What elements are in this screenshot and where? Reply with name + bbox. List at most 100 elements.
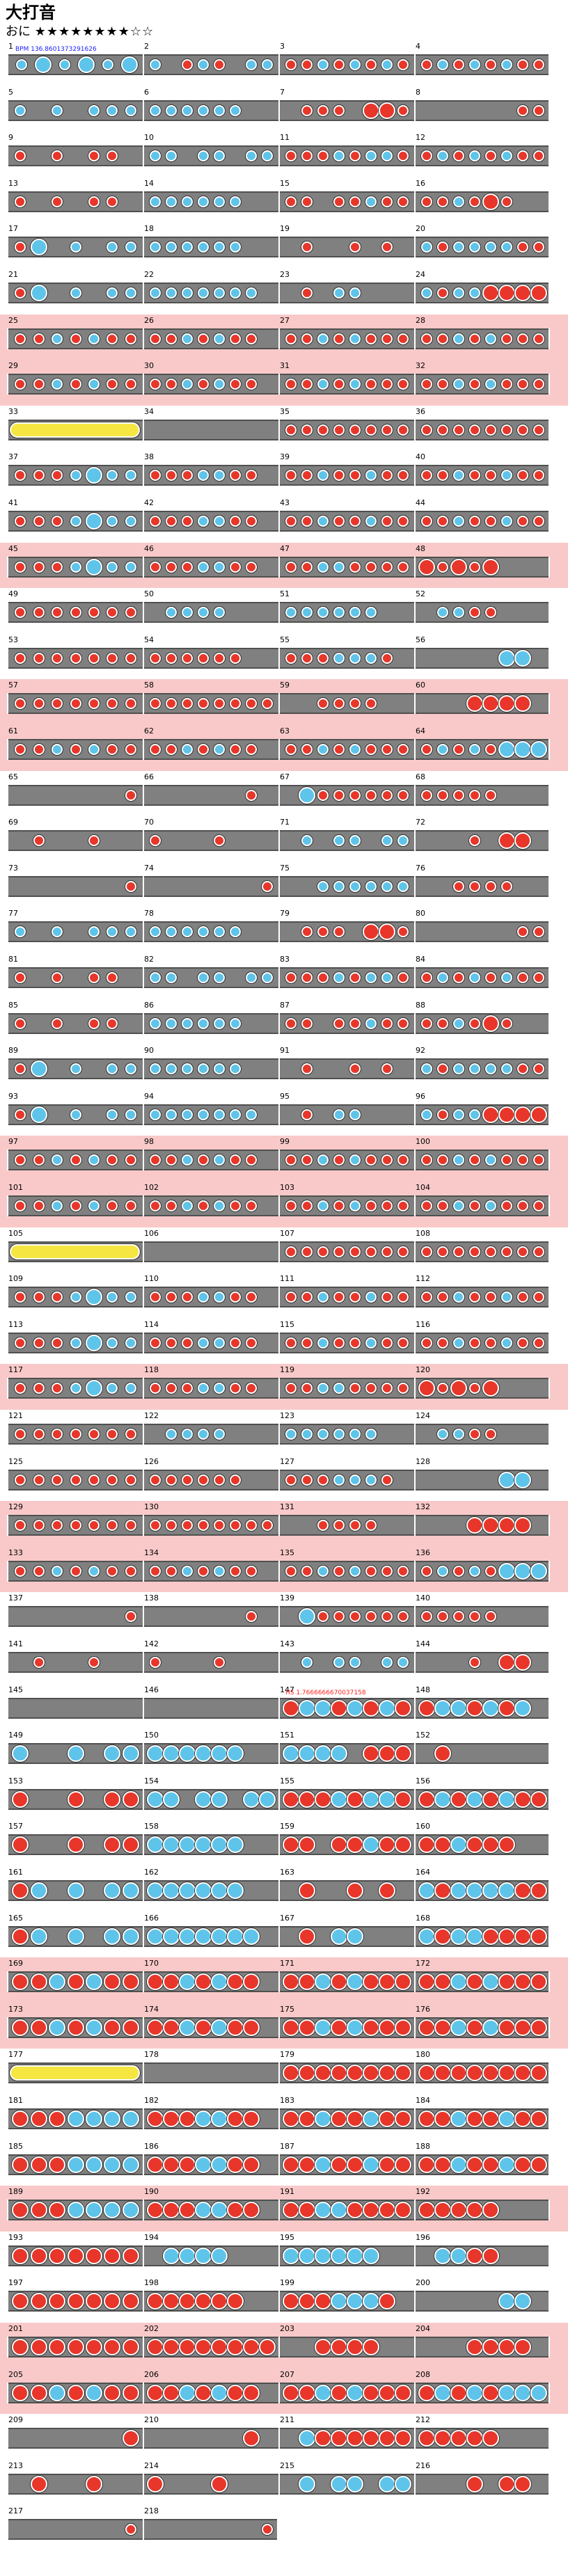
big-ka-note xyxy=(482,2019,500,2036)
measure-number: 74 xyxy=(144,863,154,873)
big-ka-note xyxy=(194,2247,212,2264)
bar-line xyxy=(414,556,416,578)
don-note xyxy=(70,1200,81,1211)
don-note xyxy=(52,1520,63,1532)
bar-line xyxy=(414,2017,416,2038)
bar-line xyxy=(278,1880,280,1901)
ka-note xyxy=(381,835,393,847)
measure-number: 52 xyxy=(416,589,425,599)
big-ka-note xyxy=(30,285,47,301)
big-don-note xyxy=(482,1517,500,1534)
don-note xyxy=(397,150,409,162)
ka-note xyxy=(317,379,329,390)
ka-note xyxy=(333,1429,345,1440)
ka-note xyxy=(468,59,480,70)
big-don-note xyxy=(12,1790,29,1808)
big-ka-note xyxy=(194,1927,212,1945)
bar-line xyxy=(7,283,8,303)
big-don-note xyxy=(178,2110,196,2127)
ka-note xyxy=(214,561,226,573)
measure-number: 15 xyxy=(280,178,290,188)
don-note xyxy=(436,1611,448,1623)
big-don-note xyxy=(12,1882,29,1899)
big-don-note xyxy=(418,2202,435,2219)
bar-line xyxy=(414,875,416,897)
bar-line xyxy=(7,1012,8,1034)
bar-line xyxy=(549,693,550,715)
ka-note xyxy=(214,470,226,482)
measure-number: 181 xyxy=(8,2096,23,2105)
don-note xyxy=(468,1154,480,1166)
big-don-note xyxy=(498,1927,516,1945)
big-don-note xyxy=(363,1745,380,1763)
big-don-note xyxy=(482,2065,500,2082)
big-ka-note xyxy=(514,1699,532,1717)
measure-number: 31 xyxy=(280,361,290,371)
don-note xyxy=(517,470,529,482)
bar-line xyxy=(7,693,8,715)
big-don-note xyxy=(67,2339,84,2355)
don-note xyxy=(333,1565,345,1577)
ka-note xyxy=(452,1429,464,1440)
don-note xyxy=(381,516,393,527)
don-note xyxy=(125,789,136,801)
chart-row: 21 22 23 24 xyxy=(0,269,568,315)
big-ka-note xyxy=(450,1973,467,1991)
don-note xyxy=(165,470,177,482)
ka-note xyxy=(452,607,464,619)
don-note xyxy=(125,698,136,710)
ka-note xyxy=(436,1565,448,1577)
ka-note xyxy=(106,561,118,573)
don-note xyxy=(485,1337,497,1349)
measure-number: 51 xyxy=(280,589,290,599)
ka-note xyxy=(317,561,329,573)
measure-number: 155 xyxy=(280,1776,294,1786)
don-note xyxy=(106,1200,118,1211)
measure-number: 42 xyxy=(144,498,154,507)
ka-note xyxy=(230,196,242,207)
ka-note xyxy=(349,379,361,390)
don-note xyxy=(106,698,118,710)
measure-number: 168 xyxy=(416,1913,430,1923)
ka-note xyxy=(365,196,377,207)
don-note xyxy=(301,652,313,664)
don-note xyxy=(285,424,297,436)
ka-note xyxy=(165,150,177,162)
don-note xyxy=(246,1383,258,1394)
ka-note xyxy=(181,1063,193,1075)
measure-number: 67 xyxy=(280,772,290,781)
don-note xyxy=(33,1154,45,1166)
bar-line xyxy=(278,830,280,852)
big-ka-note xyxy=(530,2384,548,2401)
big-don-note xyxy=(434,1973,451,1991)
measure-number: 102 xyxy=(144,1183,159,1192)
don-note xyxy=(246,561,258,573)
don-note xyxy=(436,516,448,527)
don-note xyxy=(533,379,545,390)
don-note xyxy=(52,561,63,573)
don-note xyxy=(52,470,63,482)
don-note xyxy=(333,926,345,938)
big-don-note xyxy=(298,1927,315,1945)
don-note xyxy=(420,333,432,344)
bar-line xyxy=(7,1560,8,1582)
ka-note xyxy=(501,59,513,70)
don-note xyxy=(165,1200,177,1211)
big-ka-note xyxy=(514,2384,532,2401)
ka-note xyxy=(181,241,193,253)
measure-number: 140 xyxy=(416,1593,430,1603)
ka-note xyxy=(501,1063,513,1075)
big-ka-note xyxy=(146,1927,164,1945)
ka-note xyxy=(181,607,193,619)
big-don-note xyxy=(330,1836,347,1854)
bar-line xyxy=(278,2245,280,2266)
don-note xyxy=(15,1108,26,1120)
big-don-note xyxy=(282,2019,299,2036)
don-note xyxy=(301,972,313,983)
big-don-note xyxy=(282,2156,299,2173)
big-ka-note xyxy=(363,1836,380,1854)
bar-line xyxy=(278,1287,280,1308)
don-note xyxy=(317,1246,329,1257)
bar-line xyxy=(549,2337,550,2358)
big-don-note xyxy=(395,2156,412,2173)
